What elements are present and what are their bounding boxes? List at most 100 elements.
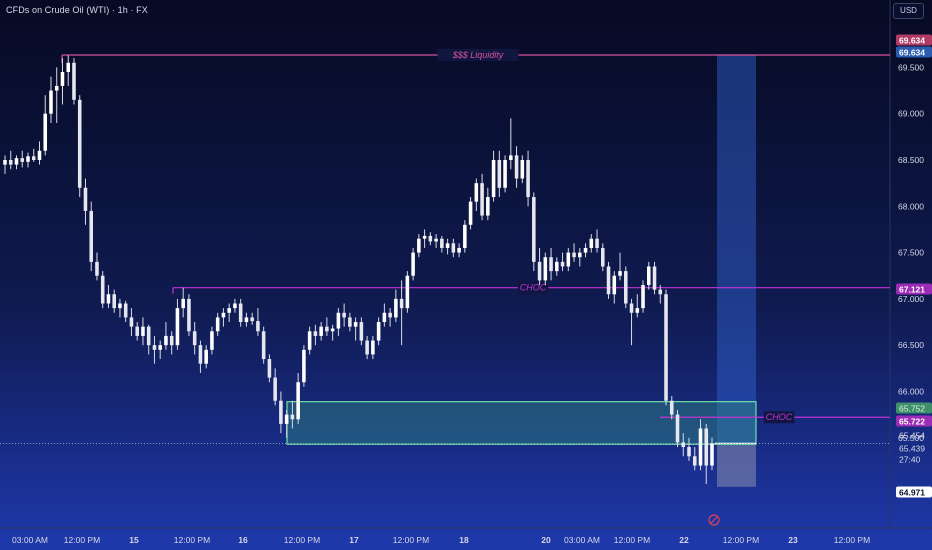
candle-body (89, 210, 94, 262)
time-tick-label: 23 (788, 535, 798, 545)
candle-body (629, 303, 634, 313)
candle-body (618, 271, 622, 276)
price-badge-bg (896, 415, 932, 427)
candle-body (566, 252, 571, 267)
candle-body (474, 183, 479, 202)
candle-body (687, 447, 691, 457)
candle-body (652, 266, 657, 290)
candle-body (100, 275, 105, 304)
candle-body (20, 158, 25, 162)
candle-body (572, 252, 576, 258)
candle-body (123, 303, 128, 318)
chart-title: CFDs on Crude Oil (WTI) · 1h · FX (6, 5, 148, 15)
candle-body (509, 155, 513, 160)
candle-body (555, 261, 559, 272)
candle-body (95, 261, 99, 276)
candle-body (3, 160, 7, 165)
position-target-zone (717, 55, 756, 444)
candle-body (204, 349, 208, 364)
price-badge-label: 65.752 (899, 404, 925, 414)
candle-body (422, 235, 427, 239)
candle-body (669, 400, 674, 415)
candle-body (486, 197, 490, 216)
price-tick-label: 69.000 (898, 109, 924, 119)
candle-body (359, 322, 364, 341)
candle-body (135, 326, 139, 336)
candle-body (336, 312, 341, 329)
candle-body (141, 326, 145, 336)
candle-body (704, 428, 709, 466)
time-tick-label: 12:00 PM (723, 535, 759, 545)
candle-body (451, 243, 456, 253)
candle-body (445, 243, 450, 248)
candle-body (537, 261, 542, 281)
candle-body (394, 298, 398, 318)
level-label-bg (763, 411, 795, 424)
price-tick-label: 67.000 (898, 294, 924, 304)
candle-body (43, 113, 48, 151)
candle-body (543, 257, 548, 281)
candle-body (112, 294, 116, 309)
price-badge-bg (896, 402, 932, 414)
time-tick-label: 03:00 AM (12, 535, 48, 545)
price-badge-label: 65.454 (899, 431, 925, 441)
candle-body (583, 247, 588, 253)
price-tick-label: 68.000 (898, 201, 924, 211)
candle-body (578, 252, 582, 258)
candle-body (267, 359, 272, 378)
candle-body (164, 335, 168, 346)
level-label-choc-upper: CHOC (520, 283, 547, 293)
currency-button[interactable]: USD (893, 3, 924, 19)
candle-body (181, 298, 185, 309)
candle-body (49, 90, 53, 114)
candle-body (440, 238, 444, 248)
price-badge-label: 69.634 (899, 36, 925, 46)
candle-body (520, 160, 525, 179)
candle-body (14, 158, 19, 165)
candle-body (365, 340, 369, 355)
candle-body (371, 340, 375, 355)
time-tick-label: 12:00 PM (834, 535, 870, 545)
candle-body (273, 377, 277, 401)
candle-body (187, 298, 191, 332)
time-tick-label: 03:00 AM (564, 535, 600, 545)
level-label-choc-lower: CHOC (766, 412, 793, 422)
candle-body (210, 331, 214, 350)
candle-body (560, 261, 565, 267)
price-tick-label: 66.000 (898, 386, 924, 396)
candle-body (192, 331, 197, 346)
candle-body (698, 428, 703, 466)
candle-body (641, 285, 645, 309)
candle-body (434, 238, 438, 242)
candle-body (37, 150, 42, 160)
candle-body (342, 312, 346, 318)
position-stop-zone (717, 443, 756, 487)
candle-body (646, 266, 651, 285)
candle-body (152, 345, 157, 350)
candle-body (526, 160, 530, 198)
time-tick-label: 16 (238, 535, 248, 545)
candle-body (353, 322, 358, 327)
candle-body (658, 289, 663, 295)
candle-body (146, 326, 151, 346)
price-badge-label: 65.722 (899, 417, 925, 427)
demand-zone (286, 401, 757, 445)
time-tick-label: 12:00 PM (284, 535, 320, 545)
candle-body (175, 308, 180, 346)
time-tick-label: 22 (679, 535, 689, 545)
candle-body (411, 252, 415, 276)
candle-body (463, 224, 467, 248)
candle-body (106, 294, 111, 304)
candle-body (279, 400, 283, 424)
candle-body (405, 275, 410, 309)
candle-body (307, 331, 312, 350)
candle-body (227, 308, 231, 313)
candle-body (290, 414, 295, 420)
level-label-liquidity: $$$ Liquidity (452, 50, 504, 60)
candle-body (118, 303, 122, 309)
candle-body (325, 326, 329, 332)
candle-body (612, 275, 617, 295)
price-tick-label: 66.500 (898, 340, 924, 350)
candle-body (198, 345, 203, 364)
